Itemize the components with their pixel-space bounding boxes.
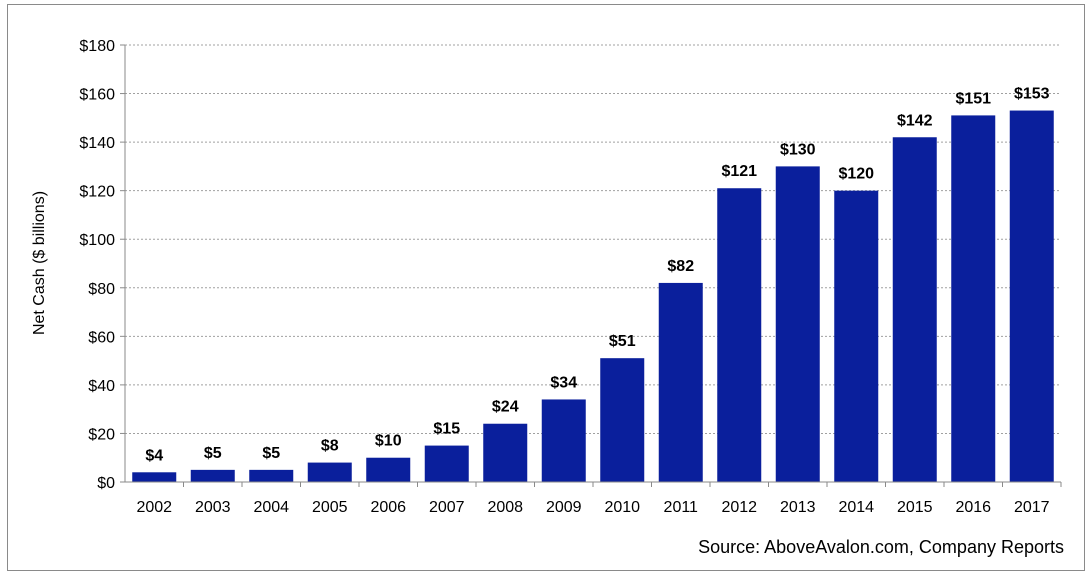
x-tick-label: 2017 bbox=[1014, 499, 1050, 516]
x-tick-label: 2012 bbox=[721, 499, 757, 516]
bar-2002 bbox=[132, 472, 177, 482]
bar-2014 bbox=[834, 190, 879, 482]
chart-frame: $0 $20 $40 $60 $80 $100 $120 $140 $160 $180 2002 2… bbox=[7, 4, 1085, 571]
y-tick-label: $180 bbox=[79, 38, 115, 55]
x-tick-label: 2016 bbox=[955, 499, 991, 516]
data-label: $5 bbox=[204, 445, 222, 462]
x-tick-label: 2011 bbox=[664, 499, 699, 516]
x-tick-label: 2008 bbox=[487, 499, 523, 516]
data-label: $130 bbox=[780, 141, 816, 158]
x-tick-label: 2010 bbox=[604, 499, 640, 516]
data-label: $4 bbox=[145, 447, 163, 464]
bar-2016 bbox=[951, 115, 996, 483]
y-tick-label: $120 bbox=[79, 184, 115, 201]
data-label: $51 bbox=[609, 333, 636, 350]
x-tick-labels: 2002 2003 2004 2005 2006 2007 2008 2009 2010 2011… bbox=[136, 482, 1062, 516]
x-tick-label: 2007 bbox=[429, 499, 465, 516]
data-label: $34 bbox=[550, 374, 577, 391]
bar-2013 bbox=[775, 166, 820, 482]
bar-2008 bbox=[483, 423, 528, 482]
bar-2010 bbox=[600, 358, 645, 482]
data-label: $142 bbox=[897, 112, 933, 129]
y-tick-label: $40 bbox=[88, 378, 115, 395]
x-tick-label: 2005 bbox=[312, 499, 348, 516]
bar-2003 bbox=[190, 469, 235, 482]
x-tick-label: 2013 bbox=[780, 499, 816, 516]
y-tick-label: $60 bbox=[88, 329, 115, 346]
y-tick-label: $160 bbox=[79, 87, 115, 104]
bar-2006 bbox=[366, 457, 411, 482]
bar-2015 bbox=[892, 137, 937, 482]
x-tick-label: 2015 bbox=[897, 499, 933, 516]
data-label: $153 bbox=[1014, 86, 1050, 103]
data-label: $121 bbox=[721, 163, 757, 180]
y-tick-label: $20 bbox=[88, 426, 115, 443]
x-tick-label: 2002 bbox=[136, 499, 172, 516]
y-tick-label: $80 bbox=[88, 281, 115, 298]
data-label: $8 bbox=[321, 438, 339, 455]
x-tick-label: 2009 bbox=[546, 499, 582, 516]
x-tick-label: 2014 bbox=[838, 499, 874, 516]
data-label: $82 bbox=[667, 258, 694, 275]
bar-2012 bbox=[717, 188, 762, 482]
data-label: $15 bbox=[433, 421, 460, 438]
data-label: $120 bbox=[838, 166, 874, 183]
data-label: $10 bbox=[375, 433, 402, 450]
bar-2005 bbox=[307, 462, 352, 482]
bars bbox=[132, 110, 1054, 483]
chart: $0$20$40$60$80$100$120$140$160$180 2002 2… bbox=[31, 38, 1064, 557]
y-axis-label: Net Cash ($ billions) bbox=[31, 191, 48, 335]
data-labels: $4 $5 $5 $8 $10 $15 $24 $34 $51 $82 $121 $130 $120 $1… bbox=[145, 86, 1049, 465]
y-tick-label: $140 bbox=[79, 135, 115, 152]
y-tick-label: $0 bbox=[97, 475, 115, 492]
x-tick-label: 2003 bbox=[195, 499, 231, 516]
y-tick-label: $100 bbox=[79, 232, 115, 249]
source-note: Source: AboveAvalon.com, Company Reports bbox=[698, 537, 1064, 557]
bar-2004 bbox=[249, 469, 294, 482]
bar-2011 bbox=[658, 282, 703, 482]
x-tick-label: 2004 bbox=[253, 499, 289, 516]
bar-2007 bbox=[424, 445, 469, 482]
y-tick-labels: $0 $20 $40 $60 $80 $100 $120 $140 $160 $180 bbox=[79, 38, 115, 492]
data-label: $5 bbox=[262, 445, 280, 462]
x-tick-label: 2006 bbox=[370, 499, 406, 516]
data-label: $24 bbox=[492, 399, 519, 416]
data-label: $151 bbox=[955, 90, 991, 107]
bar-2009 bbox=[541, 399, 586, 482]
bar-2017 bbox=[1009, 110, 1054, 483]
